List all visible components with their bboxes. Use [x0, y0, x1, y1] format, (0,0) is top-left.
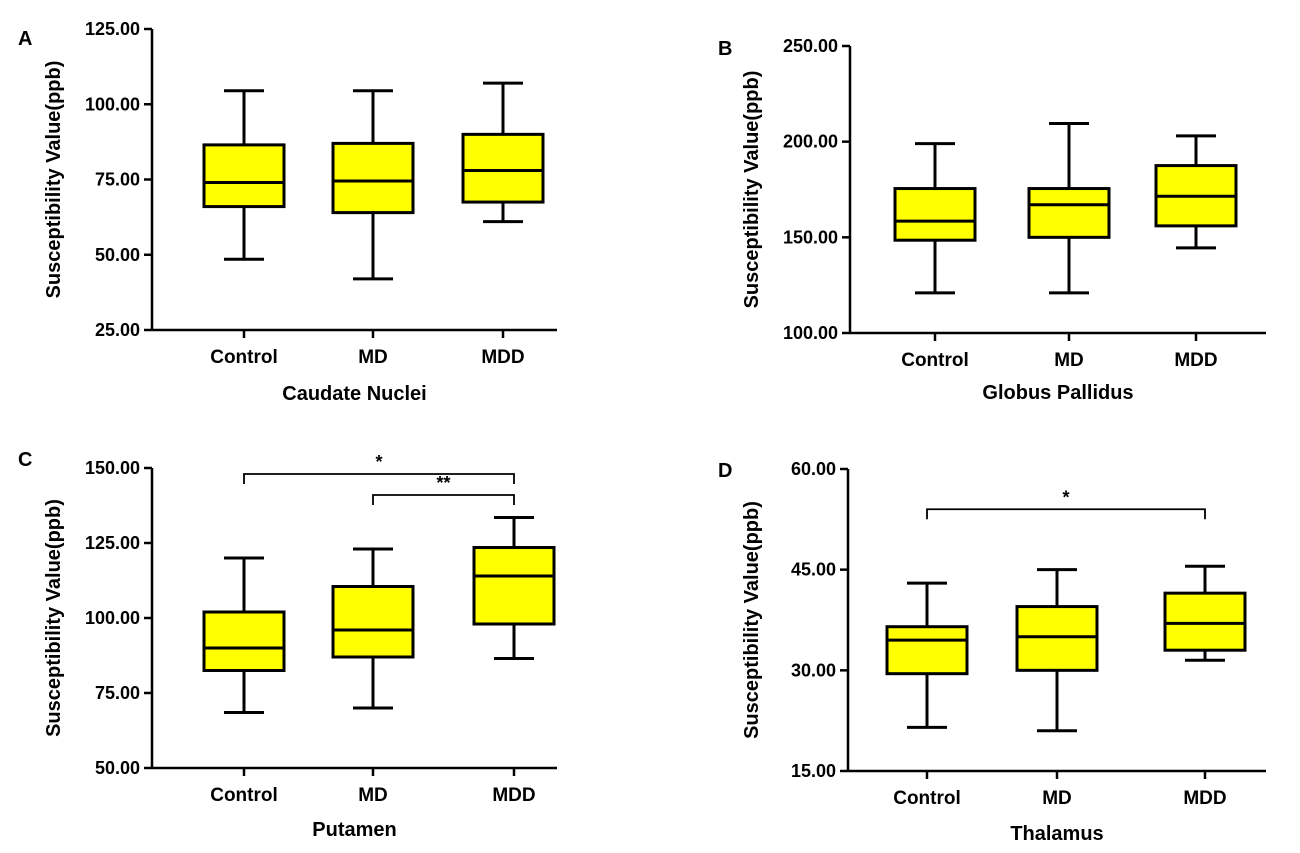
y-tick-label: 75.00 [95, 170, 140, 190]
box-md [1015, 568, 1099, 733]
iqr-box [1015, 605, 1099, 672]
box-md [331, 547, 415, 710]
panel-d: D 15.00 30.00 45.00 60.00 Control MD MDD Thalamu… [718, 459, 1266, 845]
box-control [202, 89, 286, 261]
y-tick-label: 100.00 [85, 608, 140, 628]
y-axis-title: Susceptibility Value(ppb) [741, 71, 763, 309]
significance-bracket: ** [372, 473, 515, 505]
y-tick-label: 75.00 [95, 683, 140, 703]
iqr-box [893, 187, 977, 242]
y-tick-label: 100.00 [85, 94, 140, 114]
y-tick-label: 50.00 [95, 758, 140, 778]
significance-label: ** [436, 473, 450, 493]
x-tick-label: Control [893, 788, 961, 809]
y-tick-label: 125.00 [85, 533, 140, 553]
panel-letter: D [718, 460, 732, 482]
iqr-box [1163, 591, 1247, 652]
panel-letter: C [18, 449, 32, 471]
x-tick-label: MDD [1183, 788, 1226, 809]
bracket-line [926, 508, 1206, 520]
panel-b: B 100.00 150.00 200.00 250.00 Control MD MDD Glo… [718, 36, 1266, 404]
y-tick-label: 30.00 [791, 660, 836, 680]
iqr-box [472, 546, 556, 626]
x-tick-label: MDD [492, 785, 535, 806]
box-md [1027, 121, 1111, 295]
iqr-box [202, 143, 286, 209]
x-axis-title: Thalamus [1010, 823, 1103, 845]
x-tick-label: MD [358, 785, 388, 806]
iqr-box [461, 132, 545, 204]
y-tick-label: 45.00 [791, 560, 836, 580]
x-tick-label: Control [210, 785, 278, 806]
iqr-box [885, 625, 969, 676]
x-axis-title: Globus Pallidus [982, 382, 1133, 404]
panel-a: A 25.00 50.00 75.00 100.00 125.00 Control MD MDD… [18, 19, 557, 405]
y-tick-label: 150.00 [85, 458, 140, 478]
significance-bracket: * [243, 452, 515, 484]
x-tick-label: MDD [481, 347, 524, 368]
x-tick-label: Control [901, 350, 969, 371]
significance-label: * [375, 452, 382, 472]
y-axis-title: Susceptibility Value(ppb) [741, 501, 763, 739]
box-mdd [1154, 134, 1238, 250]
x-tick-label: MDD [1174, 350, 1217, 371]
box-control [202, 556, 286, 714]
y-tick-label: 250.00 [783, 36, 838, 56]
box-mdd [472, 516, 556, 660]
box-md [331, 89, 415, 281]
y-tick-label: 125.00 [85, 19, 140, 39]
iqr-box [331, 585, 415, 659]
box-control [885, 581, 969, 729]
y-tick-label: 50.00 [95, 245, 140, 265]
y-axis-title: Susceptibility Value(ppb) [43, 499, 65, 737]
x-tick-label: MD [1054, 350, 1084, 371]
y-tick-label: 100.00 [783, 323, 838, 343]
iqr-box [1027, 187, 1111, 239]
iqr-box [331, 141, 415, 215]
bracket-line [243, 473, 515, 484]
box-control [893, 142, 977, 295]
x-axis-title: Putamen [312, 819, 396, 841]
box-mdd [1163, 564, 1247, 662]
panel-letter: A [18, 28, 32, 50]
significance-label: * [1062, 487, 1069, 507]
y-axis-title: Susceptibility Value(ppb) [43, 61, 65, 299]
y-tick-label: 200.00 [783, 132, 838, 152]
x-tick-label: MD [1042, 788, 1072, 809]
y-tick-label: 25.00 [95, 320, 140, 340]
bracket-line [372, 494, 515, 505]
x-tick-label: Control [210, 347, 278, 368]
y-tick-label: 60.00 [791, 459, 836, 479]
x-axis-title: Caudate Nuclei [282, 383, 426, 405]
y-tick-label: 150.00 [783, 227, 838, 247]
x-tick-label: MD [358, 347, 388, 368]
panel-letter: B [718, 38, 732, 60]
iqr-box [202, 610, 286, 672]
y-tick-label: 15.00 [791, 761, 836, 781]
significance-bracket: * [926, 487, 1206, 520]
box-mdd [461, 81, 545, 224]
panel-c: C 50.00 75.00 100.00 125.00 150.00 Control MD MD… [18, 449, 557, 841]
